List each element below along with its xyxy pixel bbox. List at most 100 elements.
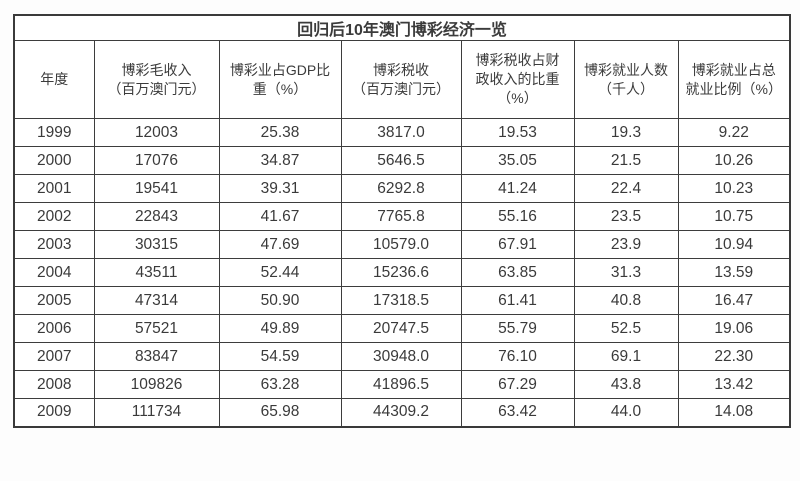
table-row: 2004 43511 52.44 15236.6 63.85 31.3 13.59 xyxy=(13,258,791,287)
value-cell: 22.30 xyxy=(677,342,791,371)
value-cell: 47.69 xyxy=(218,230,342,259)
column-header: 博彩税收 （百万澳门元） xyxy=(340,40,462,119)
value-cell: 63.85 xyxy=(460,258,575,287)
table-row: 2007 83847 54.59 30948.0 76.10 69.1 22.30 xyxy=(13,342,791,371)
value-cell: 10579.0 xyxy=(340,230,462,259)
year-cell: 1999 xyxy=(13,118,95,147)
column-header: 年度 xyxy=(13,40,95,119)
year-cell: 2006 xyxy=(13,314,95,343)
year-cell: 2002 xyxy=(13,202,95,231)
table-row: 2001 19541 39.31 6292.8 41.24 22.4 10.23 xyxy=(13,174,791,203)
value-cell: 61.41 xyxy=(460,286,575,315)
value-cell: 35.05 xyxy=(460,146,575,175)
table-title: 回归后10年澳门博彩经济一览 xyxy=(13,14,791,41)
value-cell: 47314 xyxy=(93,286,220,315)
economy-table: 回归后10年澳门博彩经济一览 年度 博彩毛收入 （百万澳门元） 博彩业占GDP比 重… xyxy=(13,14,792,428)
value-cell: 34.87 xyxy=(218,146,342,175)
year-cell: 2007 xyxy=(13,342,95,371)
value-cell: 67.91 xyxy=(460,230,575,259)
table-row: 1999 12003 25.38 3817.0 19.53 19.3 9.22 xyxy=(13,118,791,147)
value-cell: 19.53 xyxy=(460,118,575,147)
value-cell: 14.08 xyxy=(677,398,791,427)
value-cell: 10.75 xyxy=(677,202,791,231)
value-cell: 17318.5 xyxy=(340,286,462,315)
table-body: 1999 12003 25.38 3817.0 19.53 19.3 9.22 2000 170… xyxy=(13,118,791,427)
value-cell: 55.79 xyxy=(460,314,575,343)
column-header: 博彩业占GDP比 重（%） xyxy=(218,40,342,119)
value-cell: 10.23 xyxy=(677,174,791,203)
value-cell: 52.5 xyxy=(573,314,679,343)
value-cell: 19.06 xyxy=(677,314,791,343)
header-row: 年度 博彩毛收入 （百万澳门元） 博彩业占GDP比 重（%） 博彩税收 （百万澳门元）… xyxy=(13,40,791,119)
column-header: 博彩就业人数 （千人） xyxy=(573,40,679,119)
value-cell: 49.89 xyxy=(218,314,342,343)
year-cell: 2009 xyxy=(13,398,95,427)
value-cell: 15236.6 xyxy=(340,258,462,287)
value-cell: 25.38 xyxy=(218,118,342,147)
table-row: 2008 109826 63.28 41896.5 67.29 43.8 13.42 xyxy=(13,370,791,399)
value-cell: 44309.2 xyxy=(340,398,462,427)
value-cell: 12003 xyxy=(93,118,220,147)
value-cell: 30948.0 xyxy=(340,342,462,371)
value-cell: 16.47 xyxy=(677,286,791,315)
value-cell: 41.24 xyxy=(460,174,575,203)
value-cell: 109826 xyxy=(93,370,220,399)
value-cell: 63.42 xyxy=(460,398,575,427)
value-cell: 83847 xyxy=(93,342,220,371)
table-row: 2000 17076 34.87 5646.5 35.05 21.5 10.26 xyxy=(13,146,791,175)
table-row: 2002 22843 41.67 7765.8 55.16 23.5 10.75 xyxy=(13,202,791,231)
value-cell: 30315 xyxy=(93,230,220,259)
table-row: 2005 47314 50.90 17318.5 61.41 40.8 16.47 xyxy=(13,286,791,315)
value-cell: 41896.5 xyxy=(340,370,462,399)
value-cell: 5646.5 xyxy=(340,146,462,175)
year-cell: 2005 xyxy=(13,286,95,315)
value-cell: 67.29 xyxy=(460,370,575,399)
column-header: 博彩毛收入 （百万澳门元） xyxy=(93,40,220,119)
table-row: 2003 30315 47.69 10579.0 67.91 23.9 10.94 xyxy=(13,230,791,259)
value-cell: 50.90 xyxy=(218,286,342,315)
table-row: 2006 57521 49.89 20747.5 55.79 52.5 19.06 xyxy=(13,314,791,343)
value-cell: 40.8 xyxy=(573,286,679,315)
value-cell: 17076 xyxy=(93,146,220,175)
value-cell: 20747.5 xyxy=(340,314,462,343)
value-cell: 23.9 xyxy=(573,230,679,259)
year-cell: 2000 xyxy=(13,146,95,175)
value-cell: 57521 xyxy=(93,314,220,343)
year-cell: 2003 xyxy=(13,230,95,259)
year-cell: 2001 xyxy=(13,174,95,203)
value-cell: 22.4 xyxy=(573,174,679,203)
value-cell: 54.59 xyxy=(218,342,342,371)
value-cell: 76.10 xyxy=(460,342,575,371)
value-cell: 31.3 xyxy=(573,258,679,287)
value-cell: 19.3 xyxy=(573,118,679,147)
value-cell: 39.31 xyxy=(218,174,342,203)
value-cell: 19541 xyxy=(93,174,220,203)
year-cell: 2004 xyxy=(13,258,95,287)
value-cell: 43511 xyxy=(93,258,220,287)
value-cell: 21.5 xyxy=(573,146,679,175)
value-cell: 41.67 xyxy=(218,202,342,231)
value-cell: 22843 xyxy=(93,202,220,231)
value-cell: 10.26 xyxy=(677,146,791,175)
year-cell: 2008 xyxy=(13,370,95,399)
title-row: 回归后10年澳门博彩经济一览 xyxy=(13,14,791,41)
value-cell: 65.98 xyxy=(218,398,342,427)
value-cell: 111734 xyxy=(93,398,220,427)
table-row: 2009 111734 65.98 44309.2 63.42 44.0 14.08 xyxy=(13,398,791,427)
value-cell: 6292.8 xyxy=(340,174,462,203)
value-cell: 55.16 xyxy=(460,202,575,231)
value-cell: 3817.0 xyxy=(340,118,462,147)
value-cell: 43.8 xyxy=(573,370,679,399)
value-cell: 63.28 xyxy=(218,370,342,399)
column-header: 博彩就业占总 就业比例（%） xyxy=(677,40,791,119)
value-cell: 10.94 xyxy=(677,230,791,259)
column-header: 博彩税收占财 政收入的比重 （%） xyxy=(460,40,575,119)
value-cell: 52.44 xyxy=(218,258,342,287)
value-cell: 69.1 xyxy=(573,342,679,371)
value-cell: 13.42 xyxy=(677,370,791,399)
value-cell: 23.5 xyxy=(573,202,679,231)
value-cell: 44.0 xyxy=(573,398,679,427)
value-cell: 9.22 xyxy=(677,118,791,147)
value-cell: 13.59 xyxy=(677,258,791,287)
